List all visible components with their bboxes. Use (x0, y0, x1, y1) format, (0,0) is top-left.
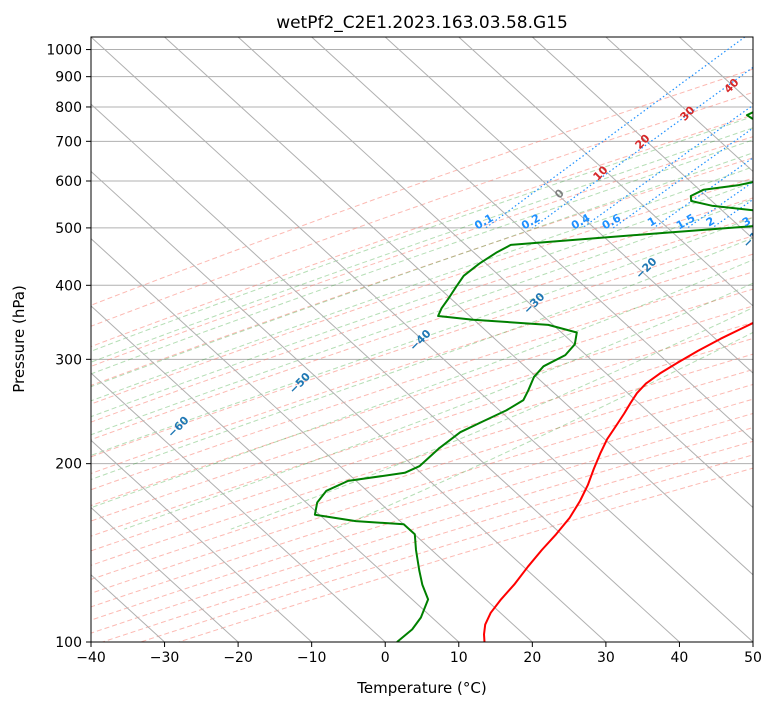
y-tick-label: 900 (55, 70, 82, 86)
dry-adiabat-line (91, 114, 753, 348)
isotherm-line (91, 170, 607, 642)
isotherm-line (91, 237, 533, 642)
dry-adiabat-line (91, 68, 753, 306)
y-tick-label: 800 (55, 100, 82, 116)
moist-adiabat-line (91, 139, 753, 375)
dry-adiabat-line (91, 305, 753, 522)
mixing-ratio-line (653, 157, 753, 229)
dry-adiabat-line (91, 253, 753, 475)
isotherm-line (91, 37, 753, 642)
moist-adiabat-line (91, 217, 753, 456)
y-tick-label: 300 (55, 352, 82, 368)
dry-adiabat-line (91, 288, 753, 507)
dry-adiabat-line (91, 337, 753, 552)
y-tick-label: 700 (55, 134, 82, 150)
moist-adiabat-line (91, 127, 753, 363)
mixing-ratio-line (485, 37, 746, 229)
moist-adiabats (91, 115, 753, 530)
y-tick-label: 100 (55, 635, 82, 651)
isotherm-line (311, 37, 753, 442)
x-tick-label: −30 (150, 650, 180, 666)
mixing-ratio-line (582, 104, 753, 229)
isotherm-line (91, 506, 239, 642)
isotherm-line (164, 37, 753, 576)
plot-area: 0.10.20.40.611.52346810131620253036−100−… (91, 37, 753, 642)
x-tick-label: −20 (223, 650, 253, 666)
moist-adiabat-line (91, 152, 753, 388)
sounding-series (313, 111, 753, 642)
isotherm-line (531, 37, 753, 240)
plot-frame (90, 36, 754, 643)
x-tick-label: −40 (76, 650, 106, 666)
temperature-profile-line (483, 321, 753, 642)
x-tick-label: 10 (450, 650, 468, 666)
x-tick-label: 30 (597, 650, 615, 666)
y-tick-label: 500 (55, 221, 82, 237)
isotherm-line (237, 37, 753, 509)
moist-adiabat-line (91, 166, 753, 402)
dry-adiabat-line (91, 177, 753, 405)
moist-adiabat-line (91, 198, 753, 436)
chart-title: wetPf2_C2E1.2023.163.03.58.G15 (276, 13, 568, 33)
dry-adiabat-line (91, 353, 753, 566)
dry-adiabat-line (91, 368, 753, 580)
dry-adiabat-line (91, 91, 753, 327)
skewed-isotherms (91, 37, 753, 642)
axes: −40 −30 −20 −10 0 10 20 30 40 50 100 200 300 400 500 60… (46, 43, 762, 666)
y-tick-label: 600 (55, 174, 82, 190)
y-tick-label: 1000 (46, 43, 82, 59)
x-tick-label: 50 (744, 650, 762, 666)
dewpoint-profile-line (313, 111, 753, 642)
mixing-ratio-line (532, 66, 753, 229)
moist-adiabat-line (91, 181, 753, 418)
dry-adiabat-line (91, 136, 753, 367)
dry-adiabat-line (91, 271, 753, 491)
y-tick-label: 200 (55, 457, 82, 473)
isotherm-line (384, 37, 753, 374)
isotherm-line (605, 37, 753, 173)
x-tick-label: 40 (671, 650, 689, 666)
isotherm-line (91, 305, 460, 642)
isotherm-line (91, 439, 313, 642)
x-tick-label: −10 (297, 650, 327, 666)
x-tick-label: 20 (523, 650, 541, 666)
dry-adiabat-line (91, 235, 753, 458)
isotherm-line (91, 372, 386, 642)
isotherm-line (458, 37, 753, 307)
mixing-ratio-lines (485, 37, 753, 229)
y-axis-label: Pressure (hPa) (10, 285, 28, 393)
dry-adiabat-line (91, 216, 753, 441)
isotherm-line (91, 103, 680, 642)
dry-adiabats (91, 68, 753, 642)
x-tick-label: 0 (381, 650, 390, 666)
dry-adiabat-line (91, 321, 753, 537)
x-axis-label: Temperature (°C) (356, 679, 486, 697)
y-tick-label: 400 (55, 278, 82, 294)
dry-adiabat-line (91, 383, 753, 594)
